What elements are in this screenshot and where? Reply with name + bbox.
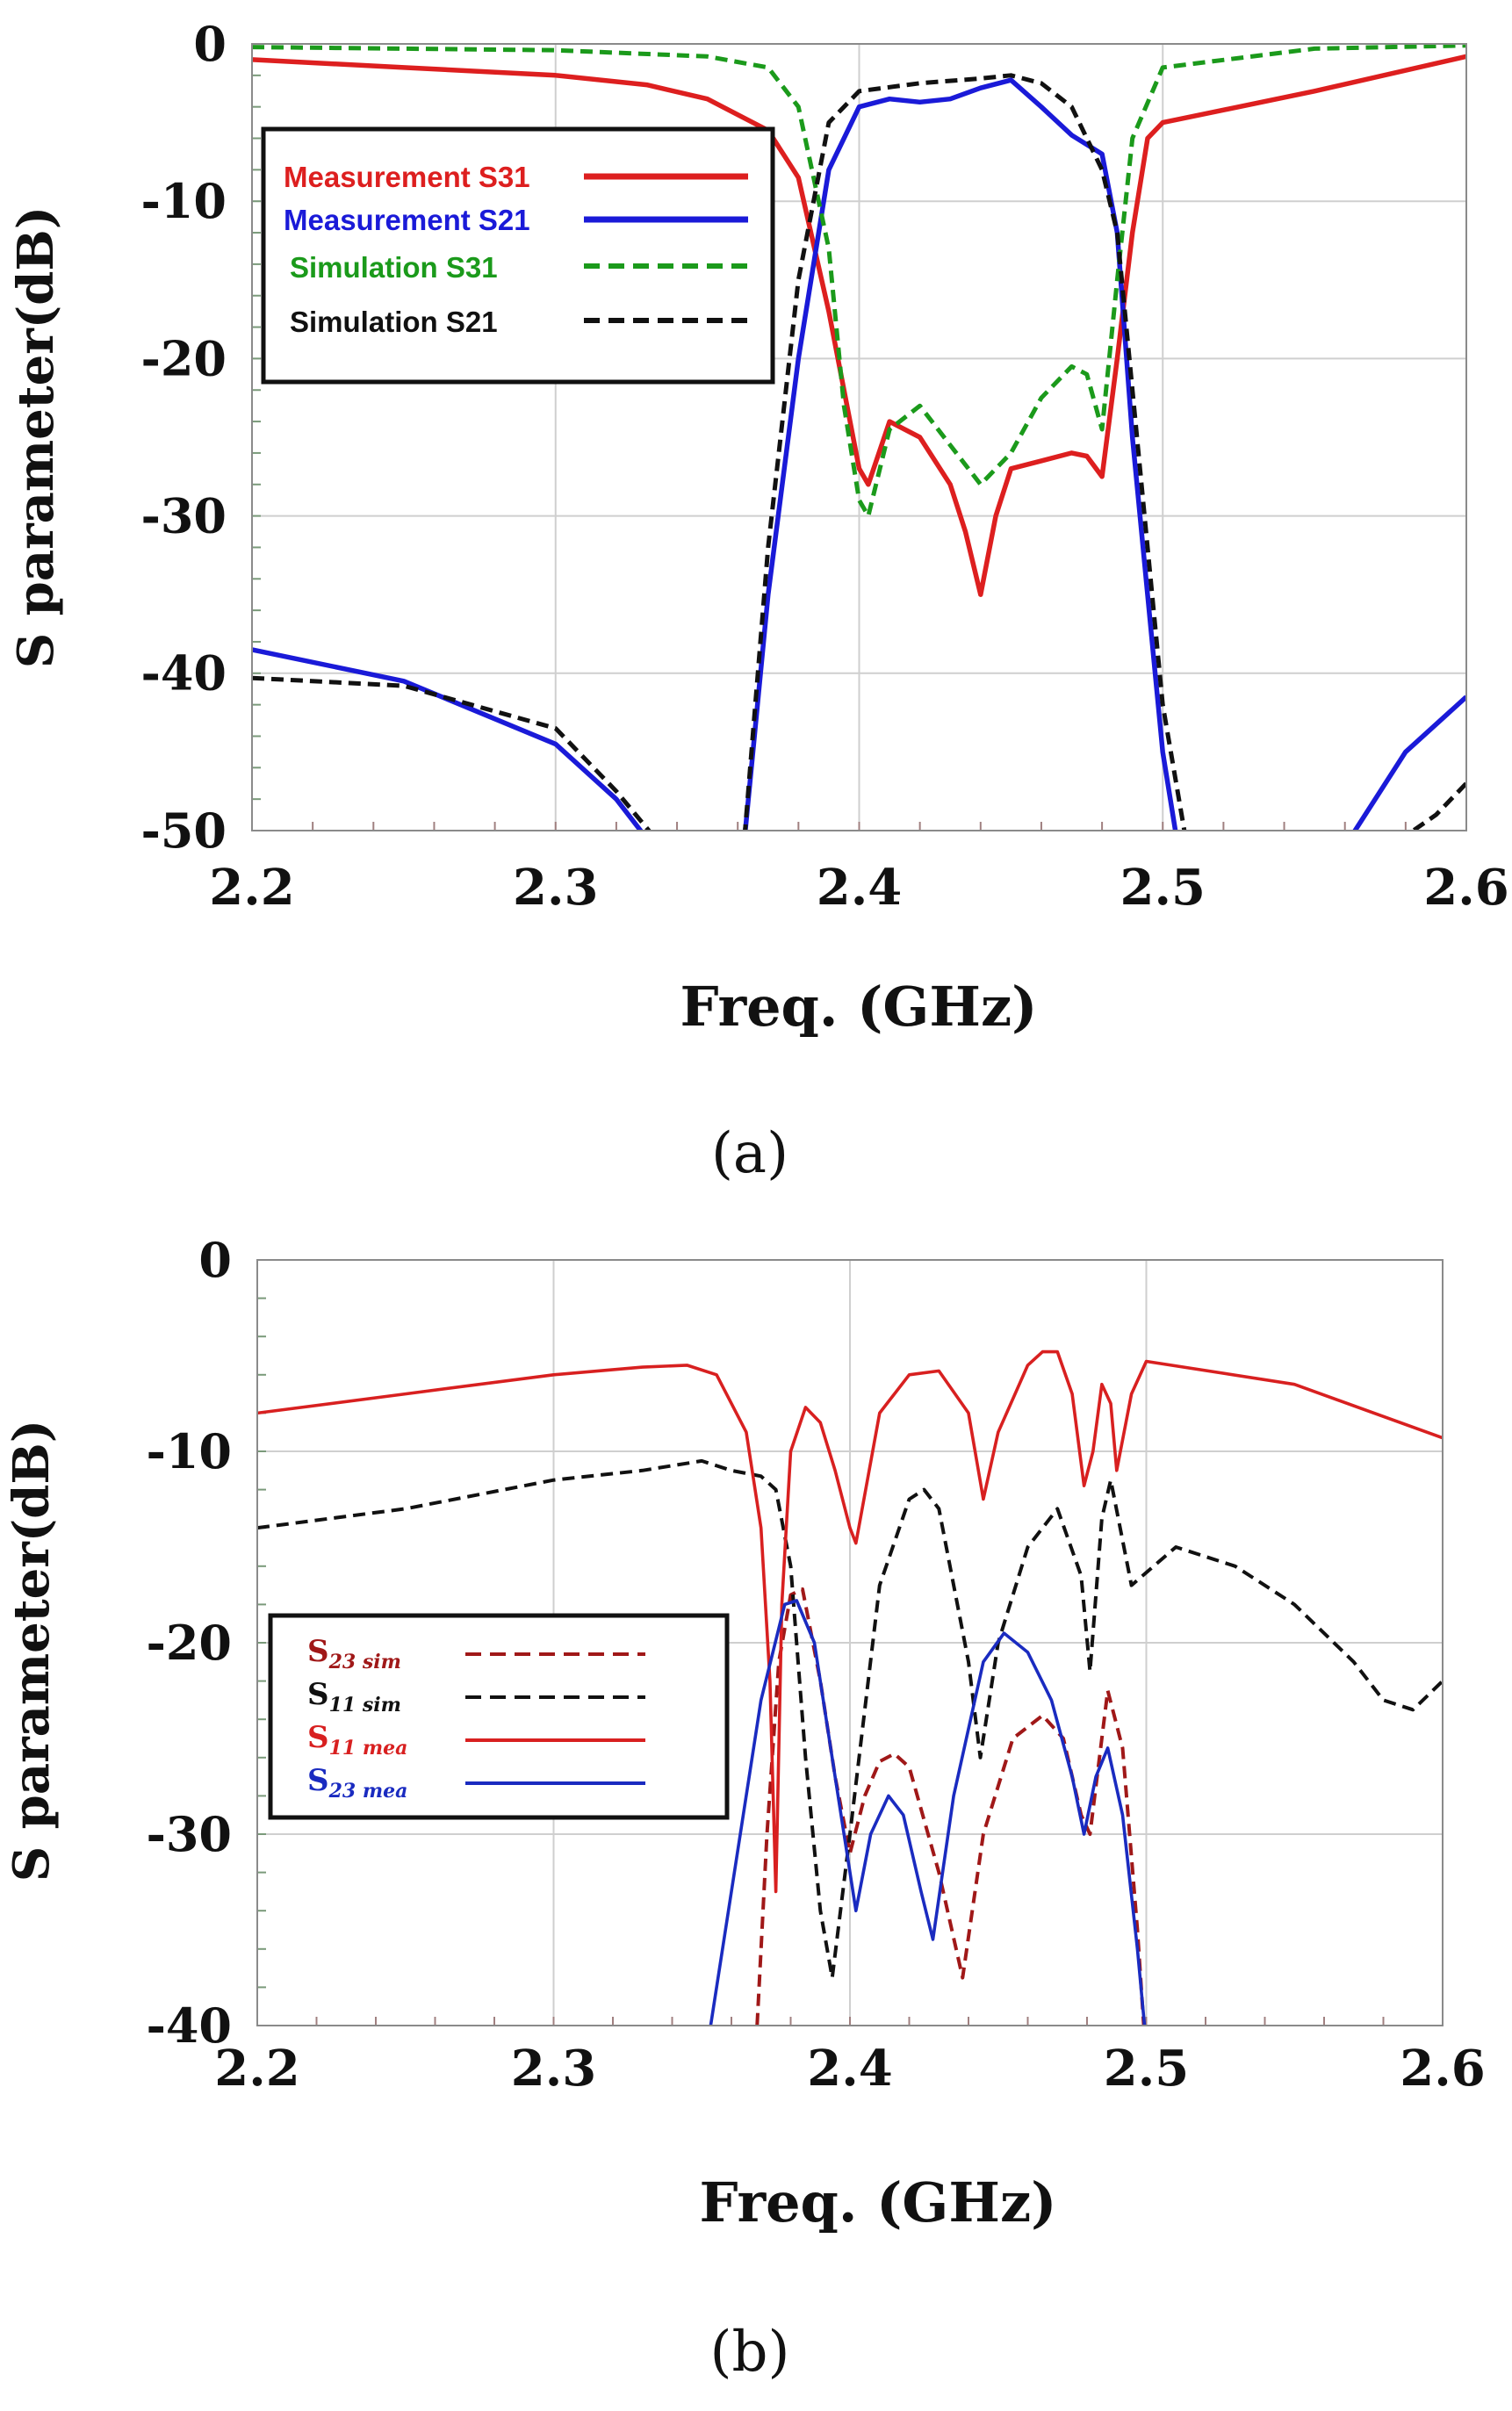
legend-b: S23 sim S11 sim S11 mea S23 mea xyxy=(268,1613,730,1820)
series-group-a xyxy=(252,44,1466,831)
series-line-s11-mea xyxy=(257,1349,1443,1894)
x-tick-label-2-5: 2.5 xyxy=(1104,2040,1189,2098)
series-line-measurement-s21 xyxy=(252,77,1466,831)
y-tick-label-40: -40 xyxy=(140,645,227,702)
y-tick-labels-a: 0 -10 -20 -30 -40 -50 xyxy=(140,16,227,859)
legend-item-simulation-s31: Simulation S31 xyxy=(290,251,748,284)
legend-item-s11-sim: S11 sim xyxy=(307,1677,645,1716)
y-tick-label-10: -10 xyxy=(146,1423,232,1479)
plot-frame-a xyxy=(251,43,1467,831)
x-tick-labels-a: 2.2 2.3 2.4 2.5 2.6 xyxy=(209,859,1508,917)
series-line-s23-mea xyxy=(709,1599,1147,2026)
panel-a: 0 -10 -20 -30 -40 -50 2.2 2.3 2.4 2.5 2.6 S param… xyxy=(7,16,1509,1186)
legend-item-s23-sim: S23 sim xyxy=(307,1634,645,1673)
x-axis-title-b: Freq. (GHz) xyxy=(700,2170,1057,2235)
legend-label-s11-mea: S11 mea xyxy=(307,1720,407,1760)
y-tick-label-30: -30 xyxy=(146,1806,232,1862)
x-tick-label-2-2: 2.2 xyxy=(209,859,294,917)
legend-label-simulation-s31: Simulation S31 xyxy=(290,251,498,284)
legend-item-s11-mea: S11 mea xyxy=(307,1720,645,1760)
y-tick-label-0: 0 xyxy=(198,1232,232,1288)
x-tick-label-2-4: 2.4 xyxy=(807,2040,892,2098)
plot-frame-b xyxy=(256,1259,1444,2026)
y-tick-label-0: 0 xyxy=(193,16,227,72)
legend-label-simulation-s21: Simulation S21 xyxy=(290,306,498,338)
y-tick-label-30: -30 xyxy=(140,488,227,544)
legend-item-measurement-s21: Measurement S21 xyxy=(284,204,748,236)
y-tick-label-20: -20 xyxy=(146,1615,232,1671)
series-line-simulation-s21 xyxy=(252,73,1466,831)
legend-label-s23-mea: S23 mea xyxy=(307,1763,407,1803)
y-tick-label-20: -20 xyxy=(140,330,227,386)
panel-b: 0 -10 -20 -30 -40 2.2 2.3 2.4 2.5 2.6 S paramete… xyxy=(3,1232,1486,2385)
y-axis-title-a: S parameter(dB) xyxy=(7,206,65,669)
x-tick-label-2-6: 2.6 xyxy=(1400,2040,1485,2098)
series-group-b xyxy=(257,1349,1443,2026)
legend-label-s23-sim: S23 sim xyxy=(307,1634,401,1673)
x-tick-labels-b: 2.2 2.3 2.4 2.5 2.6 xyxy=(214,2040,1485,2098)
y-axis-title-b: S parameter(dB) xyxy=(3,1420,61,1882)
caption-a: (a) xyxy=(711,1121,788,1186)
y-tick-labels-b: 0 -10 -20 -30 -40 xyxy=(146,1232,232,2054)
x-tick-label-2-4: 2.4 xyxy=(817,859,902,917)
x-tick-label-2-3: 2.3 xyxy=(511,2040,596,2098)
x-tick-label-2-6: 2.6 xyxy=(1423,859,1508,917)
y-tick-label-10: -10 xyxy=(140,173,227,229)
x-tick-label-2-2: 2.2 xyxy=(214,2040,299,2098)
x-tick-label-2-5: 2.5 xyxy=(1120,859,1206,917)
legend-a: Measurement S31 Measurement S21 Simulati… xyxy=(261,126,775,385)
legend-item-s23-mea: S23 mea xyxy=(307,1763,645,1803)
legend-label-measurement-s21: Measurement S21 xyxy=(284,204,530,236)
minor-ticks-a xyxy=(251,43,1467,831)
legend-label-measurement-s31: Measurement S31 xyxy=(284,161,530,193)
x-tick-label-2-3: 2.3 xyxy=(513,859,598,917)
x-axis-title-a: Freq. (GHz) xyxy=(680,975,1038,1039)
caption-b: (b) xyxy=(710,2320,790,2385)
legend-box-a xyxy=(261,126,775,385)
series-line-s11-sim xyxy=(257,1458,1443,1980)
legend-label-s11-sim: S11 sim xyxy=(307,1677,401,1716)
legend-item-measurement-s31: Measurement S31 xyxy=(284,161,748,193)
y-tick-label-50: -50 xyxy=(140,802,227,859)
legend-box-b xyxy=(268,1613,730,1820)
y-tick-label-40: -40 xyxy=(146,1997,232,2054)
legend-item-simulation-s21: Simulation S21 xyxy=(290,306,748,338)
series-line-simulation-s31 xyxy=(252,44,1466,519)
